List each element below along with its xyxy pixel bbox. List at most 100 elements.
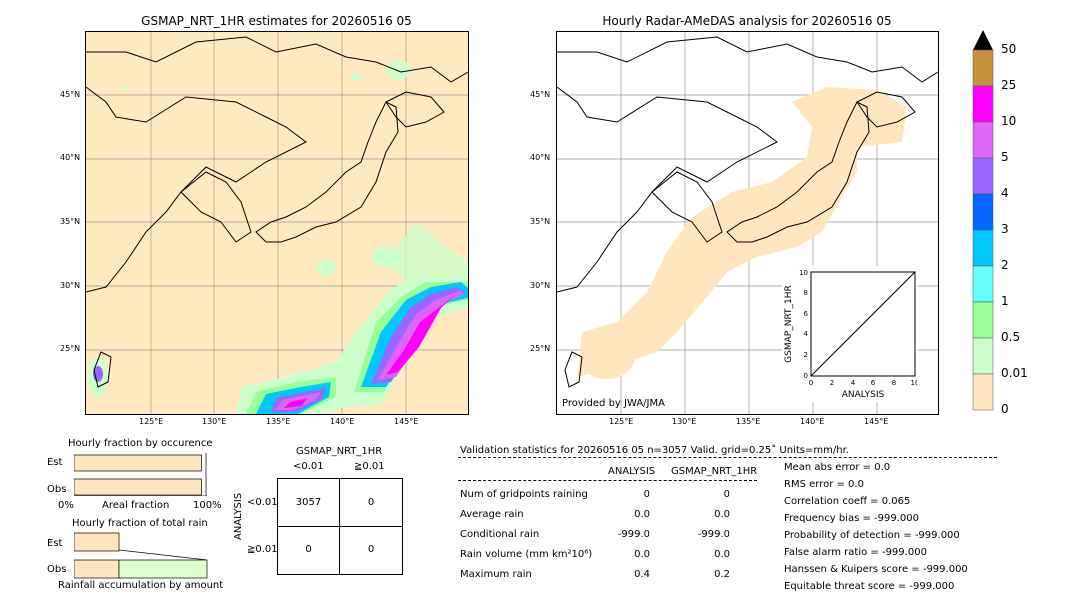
colorbar-label: 0.5 [1001, 330, 1021, 344]
rainfall-obs-label: Obs [47, 564, 67, 575]
occurrence-axis-right: 100% [193, 500, 222, 511]
validation-divider [458, 457, 997, 458]
colorbar-extend-arrow [973, 30, 993, 50]
r-lat-label-45: 45°N [530, 90, 551, 99]
r-lat-label-35: 35°N [530, 217, 551, 226]
lon-label-140: 140°E [330, 417, 355, 426]
colorbar-label: 0.01 [1001, 366, 1028, 380]
validation-row-label: Maximum rain [460, 569, 532, 580]
contingency-cell-0: 3057 [295, 497, 322, 508]
r-lon-label-130: 130°E [672, 417, 697, 426]
r-lon-label-140: 140°E [800, 417, 825, 426]
colorbar-label: 25 [1001, 78, 1017, 92]
inset-xtick-2: 2 [830, 379, 834, 387]
inset-xtick-0: 0 [809, 379, 813, 387]
colorbar-segment-4 [972, 193, 994, 231]
validation-row-label: Average rain [460, 509, 524, 520]
validation-row-gsmap: 0.0 [714, 549, 730, 560]
colorbar-segment-2 [972, 121, 994, 159]
inset-ytick-0: 0 [804, 372, 808, 380]
colorbar-segment-8 [972, 337, 994, 375]
inset-ylabel: GSMAP_NRT_1HR [784, 285, 794, 363]
validation-row-gsmap: -999.0 [697, 529, 730, 540]
colorbar-label: 1 [1001, 294, 1009, 308]
r-lon-label-125: 125°E [609, 417, 634, 426]
rainfall-footer: Rainfall accumulation by amount [58, 580, 224, 591]
inset-diagonal-line [810, 271, 916, 377]
validation-row-gsmap: 0.2 [714, 569, 730, 580]
colorbar-segment-9 [972, 373, 994, 411]
inset-xlabel: ANALYSIS [842, 390, 885, 400]
right-map: Provided by JWA/JMA 0 2 4 6 8 10 0 2 4 6… [556, 31, 939, 415]
contingency-table: 3057 0 0 0 [277, 478, 403, 575]
validation-row-analysis: 0.0 [634, 549, 650, 560]
lat-label-30: 30°N [60, 281, 81, 290]
occurrence-est-label: Est [47, 457, 63, 468]
colorbar-label: 0 [1001, 402, 1009, 416]
validation-header: Validation statistics for 20260516 05 n=… [460, 445, 849, 456]
validation-row-analysis: 0.0 [634, 509, 650, 520]
validation-score: RMS error = 0.0 [784, 479, 864, 490]
colorbar-segment-5 [972, 229, 994, 267]
lat-label-25: 25°N [60, 344, 81, 353]
contingency-cell-1: 0 [367, 497, 375, 508]
inset-scatter: 0 2 4 6 8 10 0 2 4 6 8 10 ANALYSIS GSMAP… [782, 266, 919, 402]
colorbar-label: 10 [1001, 114, 1017, 128]
rainfall-chart [73, 532, 209, 579]
contingency-row-axis: ANALYSIS [233, 492, 244, 540]
inset-xtick-4: 4 [851, 379, 856, 387]
contingency-row2: ≧0.01 [247, 544, 278, 555]
validation-score: Hanssen & Kuipers score = -999.000 [784, 564, 968, 575]
occurrence-est-bar [73, 454, 202, 472]
rainfall-est-bar [73, 532, 120, 552]
rainfall-obs-bar-0 [73, 559, 120, 579]
validation-score: Equitable threat score = -999.000 [784, 581, 955, 592]
radar-coverage-okinawa [579, 335, 635, 379]
validation-row-analysis: 0.4 [634, 569, 650, 580]
lon-label-125: 125°E [139, 417, 164, 426]
left-map [85, 31, 469, 415]
validation-score: Probability of detection = -999.000 [784, 530, 960, 541]
validation-row-analysis: 0 [643, 489, 650, 500]
colorbar-segment-6 [972, 265, 994, 303]
r-lon-label-135: 135°E [736, 417, 761, 426]
left-map-title: GSMAP_NRT_1HR estimates for 20260516 05 [141, 14, 412, 28]
r-lat-label-25: 25°N [530, 344, 551, 353]
inset-xtick-10: 10 [911, 379, 917, 387]
contingency-col2: ≧0.01 [354, 461, 385, 472]
colorbar-segment-0 [972, 49, 994, 87]
rainfall-est-label: Est [47, 538, 63, 549]
colorbar-segment-3 [972, 157, 994, 195]
lon-label-135: 135°E [266, 417, 291, 426]
contingency-cell-2: 0 [305, 544, 312, 555]
validation-row-gsmap: 0 [723, 489, 730, 500]
lon-label-130: 130°E [202, 417, 227, 426]
inset-ytick-4: 4 [804, 330, 809, 338]
r-lat-label-40: 40°N [530, 153, 551, 162]
occurrence-svg [73, 453, 207, 497]
lon-label-145: 145°E [394, 417, 419, 426]
contingency-col1: <0.01 [293, 461, 324, 472]
radar-coverage [577, 87, 907, 377]
inset-xtick-8: 8 [892, 379, 896, 387]
right-map-title: Hourly Radar-AMeDAS analysis for 2026051… [602, 14, 892, 28]
colorbar-svg [972, 30, 994, 411]
left-map-coastline [86, 36, 468, 388]
colorbar-label: 3 [1001, 222, 1009, 236]
colorbar [971, 30, 995, 414]
occurrence-obs-bar [73, 478, 202, 496]
inset-xtick-6: 6 [871, 379, 876, 387]
validation-row-gsmap: 0.0 [714, 509, 730, 520]
radar-credit: Provided by JWA/JMA [562, 398, 665, 409]
validation-score: Mean abs error = 0.0 [784, 462, 891, 473]
inset-ytick-10: 10 [799, 269, 808, 277]
colorbar-segment-7 [972, 301, 994, 339]
validation-divider-2 [458, 480, 757, 481]
validation-row-analysis: -999.0 [617, 529, 650, 540]
contingency-cell-3: 0 [367, 544, 375, 555]
left-map-svg [86, 32, 468, 414]
right-map-coastline [557, 36, 938, 388]
contingency-title: GSMAP_NRT_1HR [296, 446, 383, 457]
rainfall-svg [73, 532, 208, 579]
colorbar-label: 5 [1001, 150, 1009, 164]
